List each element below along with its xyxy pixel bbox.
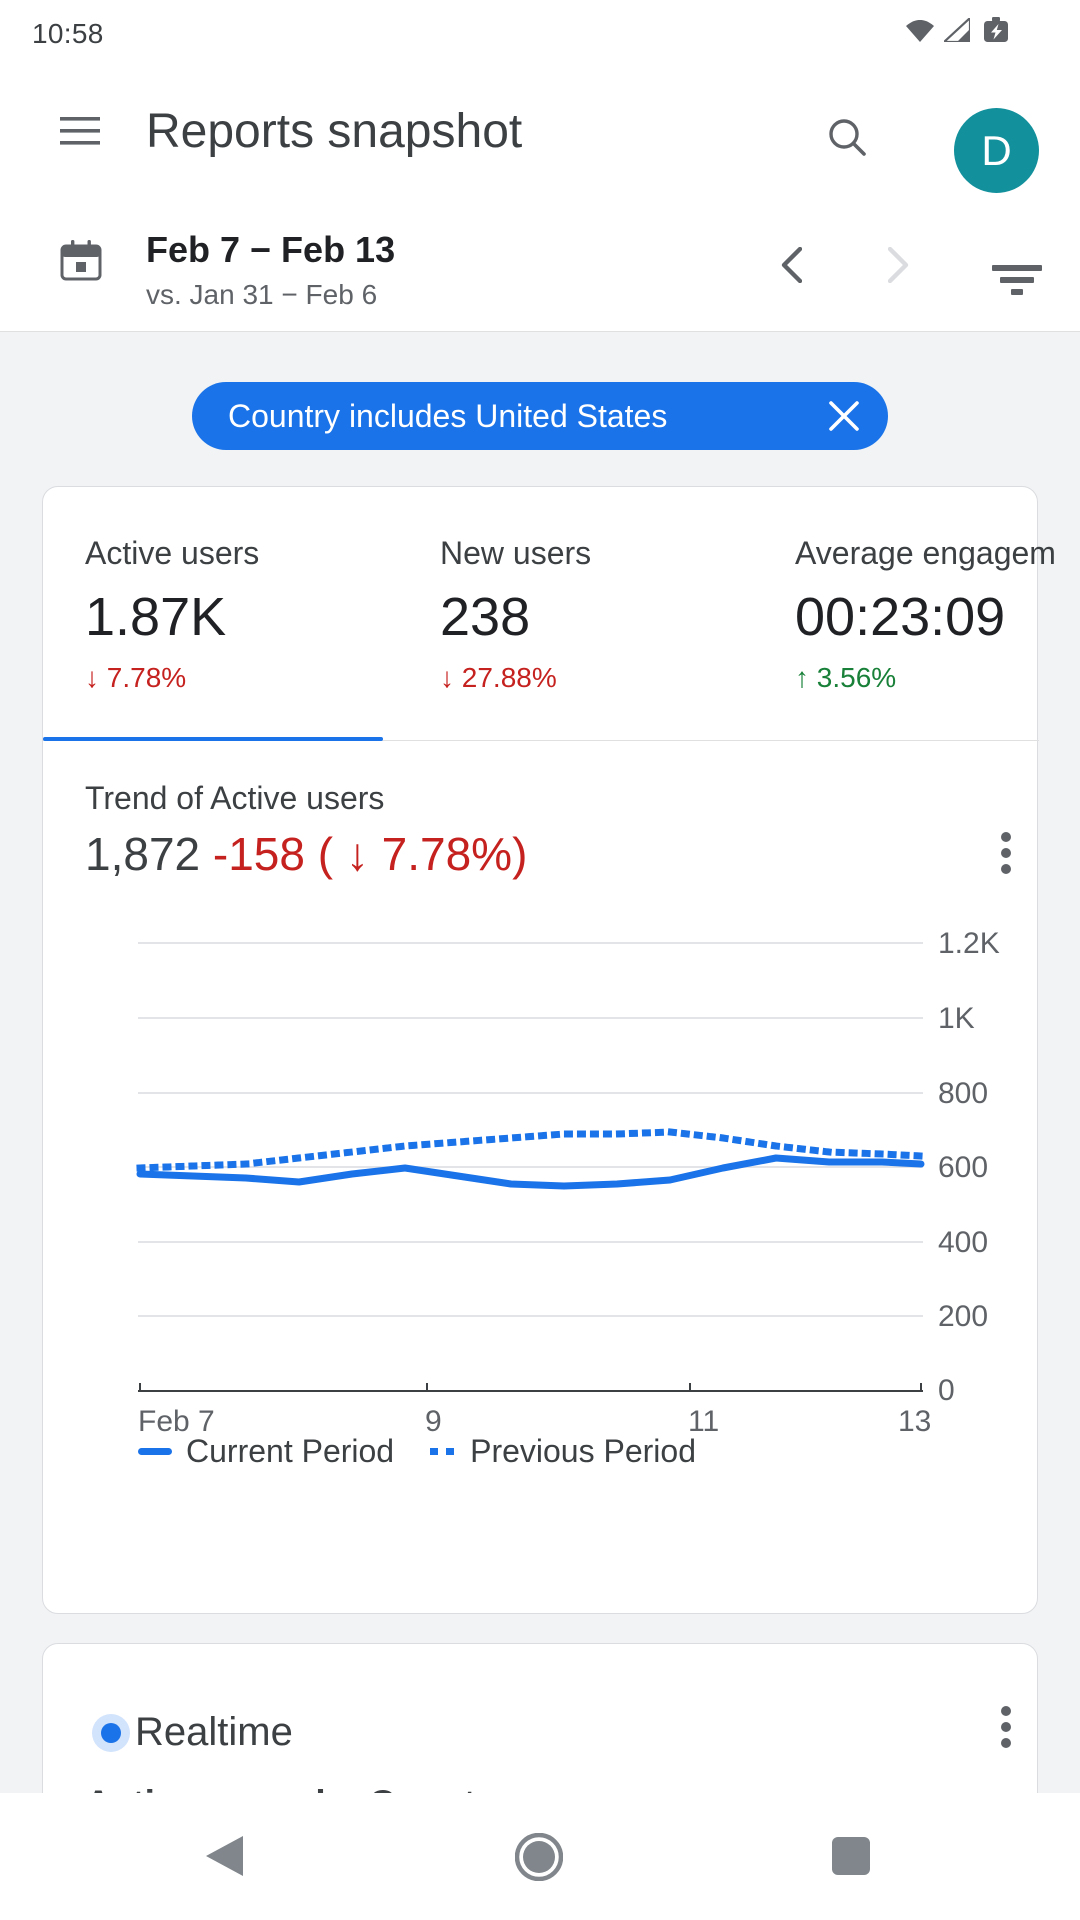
svg-text:200: 200 xyxy=(938,1300,988,1333)
svg-text:1.2K: 1.2K xyxy=(938,927,1000,960)
svg-text:600: 600 xyxy=(938,1151,988,1184)
svg-text:0: 0 xyxy=(938,1374,955,1407)
svg-text:800: 800 xyxy=(938,1077,988,1110)
svg-text:400: 400 xyxy=(938,1226,988,1259)
svg-text:13: 13 xyxy=(898,1405,931,1438)
svg-text:1K: 1K xyxy=(938,1002,975,1035)
